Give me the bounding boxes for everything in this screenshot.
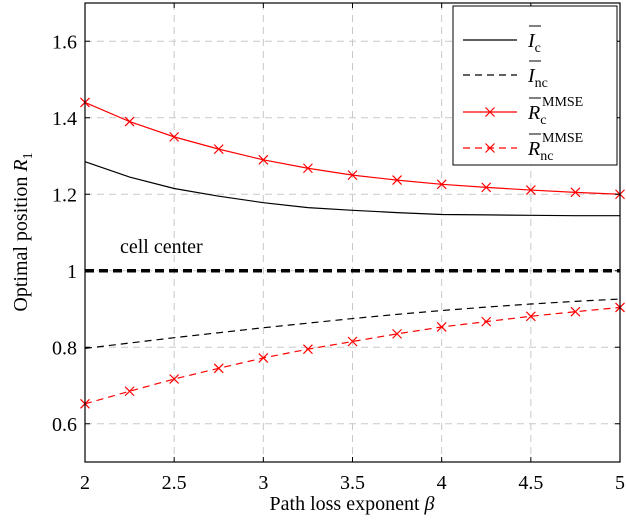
data-point-marker [258, 353, 269, 363]
x-tick-label: 2.5 [162, 472, 187, 494]
y-tick-label: 1 [67, 261, 77, 283]
x-tick-label: 3 [258, 472, 268, 494]
data-point-marker [392, 175, 403, 186]
x-tick-label: 2 [80, 472, 90, 494]
data-point-marker [302, 163, 313, 174]
data-point-marker [213, 363, 224, 374]
series-line-1 [84, 161, 620, 217]
legend-entry-label: Ic [527, 30, 541, 56]
plot-frame [84, 2, 621, 463]
legend-entry-label: RncMMSE [527, 131, 583, 164]
y-tick-label: 1.2 [52, 184, 77, 206]
legend-marker [485, 107, 495, 117]
x-axis-label: Path loss exponent β [270, 493, 435, 515]
legend-entry-label: RcMMSE [527, 95, 583, 128]
data-point-marker [570, 187, 581, 198]
y-tick-label: 1.4 [52, 108, 77, 130]
data-point-marker [213, 144, 224, 155]
y-tick-label: 0.8 [52, 337, 77, 359]
x-tick-label: 3.5 [340, 472, 365, 494]
data-point-marker [258, 154, 269, 165]
data-point-marker [124, 386, 135, 397]
x-tick-label: 4 [437, 472, 447, 494]
data-point-marker [481, 316, 492, 327]
data-point-marker [436, 179, 447, 190]
x-tick-label: 4.5 [518, 472, 543, 494]
data-point-marker [525, 311, 536, 322]
data-point-marker [169, 374, 180, 384]
data-point-marker [570, 306, 581, 317]
data-point-marker [392, 328, 403, 339]
data-point-marker [481, 182, 492, 193]
data-point-marker [347, 336, 358, 347]
data-point-marker [347, 170, 358, 181]
series-layer [80, 97, 625, 409]
data-point-marker [124, 116, 135, 127]
legend-marker [485, 143, 495, 153]
legend-entry-label: Inc [527, 65, 548, 91]
y-axis-label: Optimal position R1 [10, 152, 36, 311]
y-tick-label: 1.6 [52, 31, 77, 53]
legend-box [452, 5, 618, 166]
y-tick-label: 0.6 [52, 414, 77, 436]
cell-center-annotation: cell center [120, 236, 203, 258]
data-point-marker [169, 131, 180, 142]
series-line-2 [84, 298, 621, 349]
data-point-marker [436, 322, 447, 332]
axis-ticks: 2 2.5 3 3.5 4 4.5 5 0.6 0.8 1 1.2 1.4 1.6 [52, 3, 625, 494]
data-point-marker [302, 344, 313, 355]
x-tick-label: 5 [615, 472, 625, 494]
data-point-marker [525, 185, 536, 195]
